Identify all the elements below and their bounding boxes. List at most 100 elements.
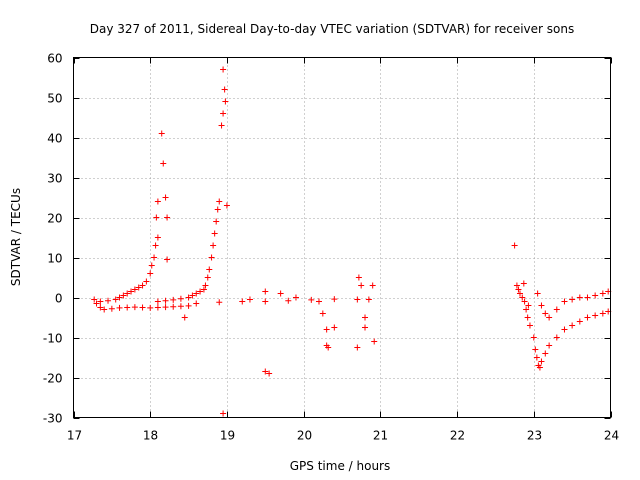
data-point: [158, 130, 165, 137]
data-point: [131, 304, 138, 311]
data-point: [592, 312, 599, 319]
data-point: [189, 292, 196, 299]
data-point: [513, 282, 520, 289]
data-point: [164, 214, 171, 221]
data-point: [561, 298, 568, 305]
data-point: [213, 218, 220, 225]
data-point: [139, 304, 146, 311]
data-point: [362, 314, 369, 321]
data-point: [323, 326, 330, 333]
data-point: [223, 202, 230, 209]
data-point: [170, 303, 177, 310]
data-point: [516, 290, 523, 297]
data-point: [108, 305, 115, 312]
y-axis-title: SDTVAR / TECUs: [9, 188, 23, 286]
data-point: [218, 122, 225, 129]
data-point: [262, 298, 269, 305]
data-point: [185, 294, 192, 301]
data-point: [116, 304, 123, 311]
data-point: [519, 294, 526, 301]
data-point: [120, 292, 127, 299]
tick-labels: 17 18 19 20 21 22 23 24 -30 -20 -10 0 10 20 30 40 50 60: [43, 52, 619, 443]
data-point: [285, 297, 292, 304]
data-point: [246, 296, 253, 303]
data-point: [211, 230, 218, 237]
data-point: [204, 274, 211, 281]
data-point: [220, 66, 227, 73]
y-tick-label: 50: [47, 92, 62, 106]
data-point: [325, 344, 332, 351]
x-tick-label: 20: [297, 429, 312, 443]
data-point: [181, 314, 188, 321]
data-point: [239, 298, 246, 305]
data-point: [561, 326, 568, 333]
data-point: [526, 322, 533, 329]
data-point: [177, 303, 184, 310]
data-point: [546, 314, 553, 321]
data-point: [520, 280, 527, 287]
data-point: [511, 242, 518, 249]
data-point: [221, 86, 228, 93]
data-point: [164, 256, 171, 263]
data-point: [162, 194, 169, 201]
x-tick-label: 24: [604, 429, 619, 443]
data-point: [355, 274, 362, 281]
data-point: [139, 282, 146, 289]
data-point: [262, 288, 269, 295]
data-point: [220, 410, 227, 417]
x-tick-label: 23: [527, 429, 542, 443]
data-point: [131, 286, 138, 293]
y-tick-label: 30: [47, 172, 62, 186]
data-point: [202, 282, 209, 289]
grid: [73, 57, 611, 418]
data-point: [222, 98, 229, 105]
data-point: [193, 300, 200, 307]
data-point: [135, 284, 142, 291]
chart-title: Day 327 of 2011, Sidereal Day-to-day VTE…: [90, 22, 575, 36]
data-point: [214, 206, 221, 213]
data-point: [538, 358, 545, 365]
data-point: [151, 254, 158, 261]
x-axis-title: GPS time / hours: [290, 459, 391, 473]
data-point: [143, 278, 150, 285]
x-tick-label: 17: [67, 429, 82, 443]
data-point: [308, 296, 315, 303]
data-point: [569, 322, 576, 329]
data-point: [536, 364, 543, 371]
y-tick-label: 40: [47, 132, 62, 146]
data-point: [152, 242, 159, 249]
data-point: [358, 282, 365, 289]
data-points: [91, 66, 612, 417]
data-point: [315, 298, 322, 305]
x-tick-label: 22: [450, 429, 465, 443]
data-point: [362, 324, 369, 331]
data-point: [331, 296, 338, 303]
data-point: [216, 198, 223, 205]
data-point: [93, 300, 100, 307]
axis-ticks: [73, 57, 612, 419]
data-point: [319, 310, 326, 317]
data-point: [262, 368, 269, 375]
data-point: [524, 314, 531, 321]
data-point: [154, 198, 161, 205]
data-point: [154, 304, 161, 311]
plot-frame: [73, 57, 611, 418]
data-point: [101, 306, 108, 313]
data-point: [538, 302, 545, 309]
data-point: [553, 306, 560, 313]
data-point: [147, 304, 154, 311]
data-point: [124, 304, 131, 311]
data-point: [515, 286, 522, 293]
data-point: [525, 302, 532, 309]
data-point: [521, 298, 528, 305]
data-point: [124, 290, 131, 297]
data-point: [160, 160, 167, 167]
data-point: [105, 297, 112, 304]
data-point: [584, 314, 591, 321]
data-point: [354, 344, 361, 351]
data-point: [369, 282, 376, 289]
data-point: [277, 290, 284, 297]
data-point: [592, 292, 599, 299]
x-tick-label: 21: [373, 429, 388, 443]
data-point: [576, 294, 583, 301]
